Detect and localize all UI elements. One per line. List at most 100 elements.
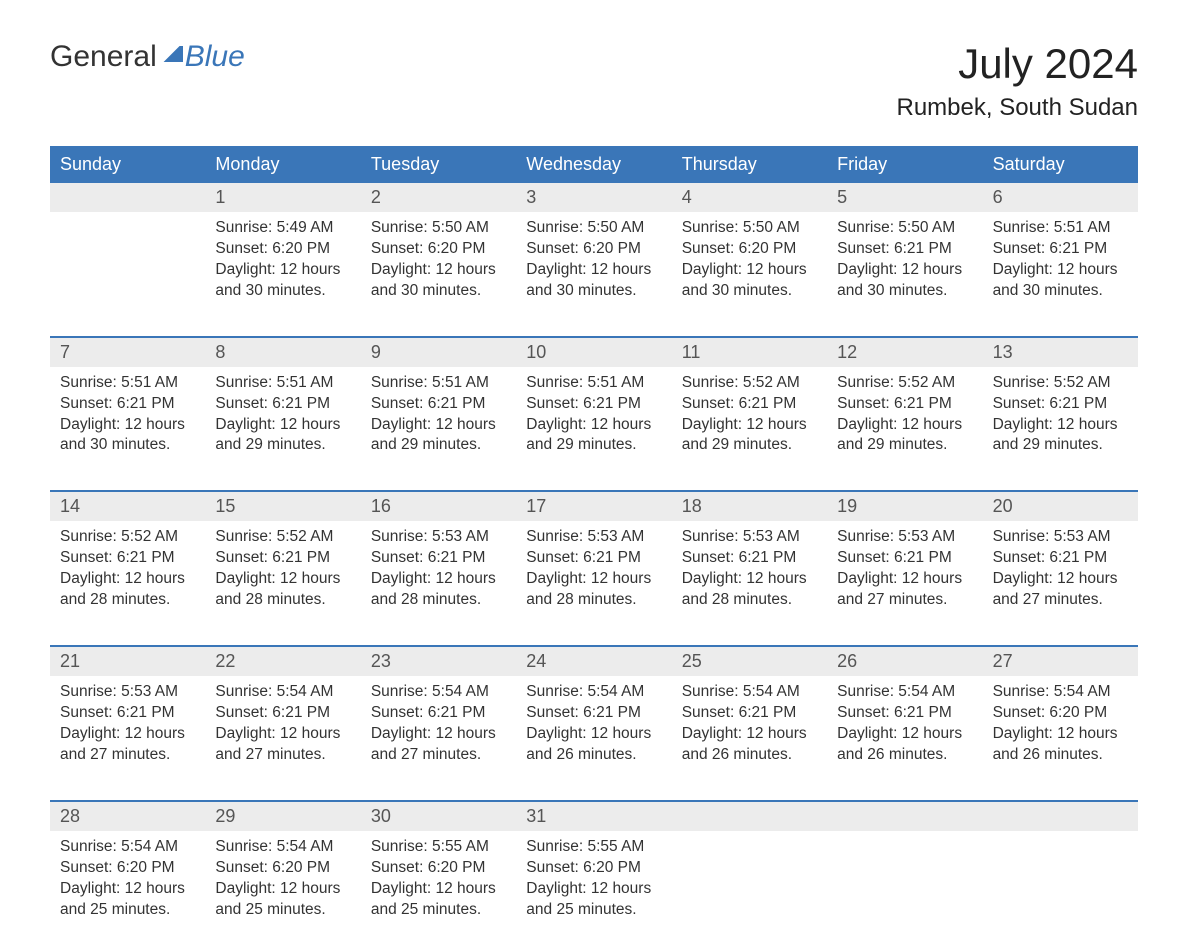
- sunset-text: Sunset: 6:21 PM: [993, 394, 1128, 415]
- day-cell: Sunrise: 5:54 AMSunset: 6:21 PMDaylight:…: [205, 676, 360, 780]
- day-cell: Sunrise: 5:50 AMSunset: 6:20 PMDaylight:…: [672, 212, 827, 316]
- daylight-text-2: and 29 minutes.: [682, 435, 817, 456]
- day-number: 25: [672, 647, 827, 676]
- daylight-text-1: Daylight: 12 hours: [993, 260, 1128, 281]
- day-cell: Sunrise: 5:52 AMSunset: 6:21 PMDaylight:…: [672, 367, 827, 471]
- daylight-text-1: Daylight: 12 hours: [526, 724, 661, 745]
- sunrise-text: Sunrise: 5:53 AM: [371, 527, 506, 548]
- weekday-header: Monday: [205, 146, 360, 183]
- day-number: 5: [827, 183, 982, 212]
- daylight-text-1: Daylight: 12 hours: [682, 260, 817, 281]
- daylight-text-1: Daylight: 12 hours: [993, 569, 1128, 590]
- daylight-text-1: Daylight: 12 hours: [215, 415, 350, 436]
- daylight-text-1: Daylight: 12 hours: [526, 260, 661, 281]
- day-cell: Sunrise: 5:51 AMSunset: 6:21 PMDaylight:…: [516, 367, 671, 471]
- brand-flag-icon: [161, 46, 183, 62]
- day-cell: Sunrise: 5:52 AMSunset: 6:21 PMDaylight:…: [983, 367, 1138, 471]
- day-cell: Sunrise: 5:50 AMSunset: 6:20 PMDaylight:…: [361, 212, 516, 316]
- daylight-text-2: and 28 minutes.: [682, 590, 817, 611]
- daylight-text-2: and 25 minutes.: [60, 900, 195, 921]
- day-cell: Sunrise: 5:52 AMSunset: 6:21 PMDaylight:…: [50, 521, 205, 625]
- day-cell: Sunrise: 5:53 AMSunset: 6:21 PMDaylight:…: [516, 521, 671, 625]
- calendar: Sunday Monday Tuesday Wednesday Thursday…: [50, 146, 1138, 934]
- daylight-text-2: and 26 minutes.: [526, 745, 661, 766]
- daylight-text-1: Daylight: 12 hours: [526, 879, 661, 900]
- month-title: July 2024: [897, 40, 1139, 88]
- sunrise-text: Sunrise: 5:53 AM: [60, 682, 195, 703]
- daylight-text-1: Daylight: 12 hours: [371, 415, 506, 436]
- daylight-text-1: Daylight: 12 hours: [60, 415, 195, 436]
- day-number: 18: [672, 492, 827, 521]
- calendar-week: 123456Sunrise: 5:49 AMSunset: 6:20 PMDay…: [50, 183, 1138, 316]
- day-cell: Sunrise: 5:54 AMSunset: 6:21 PMDaylight:…: [516, 676, 671, 780]
- sunset-text: Sunset: 6:21 PM: [215, 394, 350, 415]
- weekday-header-row: Sunday Monday Tuesday Wednesday Thursday…: [50, 146, 1138, 183]
- weekday-header: Wednesday: [516, 146, 671, 183]
- header: General Blue July 2024 Rumbek, South Sud…: [50, 40, 1138, 122]
- day-cell: Sunrise: 5:50 AMSunset: 6:21 PMDaylight:…: [827, 212, 982, 316]
- sunset-text: Sunset: 6:21 PM: [215, 548, 350, 569]
- location-label: Rumbek, South Sudan: [897, 94, 1139, 122]
- sunrise-text: Sunrise: 5:51 AM: [526, 373, 661, 394]
- day-number: 4: [672, 183, 827, 212]
- sunrise-text: Sunrise: 5:53 AM: [526, 527, 661, 548]
- daylight-text-2: and 27 minutes.: [60, 745, 195, 766]
- day-number: [983, 802, 1138, 831]
- sunrise-text: Sunrise: 5:50 AM: [837, 218, 972, 239]
- sunrise-text: Sunrise: 5:55 AM: [526, 837, 661, 858]
- sunset-text: Sunset: 6:21 PM: [526, 703, 661, 724]
- sunrise-text: Sunrise: 5:51 AM: [215, 373, 350, 394]
- day-number: 16: [361, 492, 516, 521]
- sunrise-text: Sunrise: 5:53 AM: [837, 527, 972, 548]
- daylight-text-2: and 30 minutes.: [682, 281, 817, 302]
- sunrise-text: Sunrise: 5:54 AM: [215, 837, 350, 858]
- day-number: 26: [827, 647, 982, 676]
- day-number: 21: [50, 647, 205, 676]
- daylight-text-2: and 25 minutes.: [526, 900, 661, 921]
- calendar-week: 28293031Sunrise: 5:54 AMSunset: 6:20 PMD…: [50, 800, 1138, 934]
- day-cell: Sunrise: 5:52 AMSunset: 6:21 PMDaylight:…: [827, 367, 982, 471]
- daylight-text-2: and 30 minutes.: [60, 435, 195, 456]
- day-number: 24: [516, 647, 671, 676]
- sunrise-text: Sunrise: 5:54 AM: [60, 837, 195, 858]
- day-number: [672, 802, 827, 831]
- day-number: 20: [983, 492, 1138, 521]
- daylight-text-1: Daylight: 12 hours: [837, 724, 972, 745]
- weekday-header: Saturday: [983, 146, 1138, 183]
- sunset-text: Sunset: 6:21 PM: [526, 394, 661, 415]
- day-number: 11: [672, 338, 827, 367]
- day-number: 10: [516, 338, 671, 367]
- day-number: 2: [361, 183, 516, 212]
- day-number: 31: [516, 802, 671, 831]
- sunset-text: Sunset: 6:20 PM: [371, 239, 506, 260]
- daylight-text-2: and 27 minutes.: [837, 590, 972, 611]
- sunrise-text: Sunrise: 5:54 AM: [682, 682, 817, 703]
- sunrise-text: Sunrise: 5:53 AM: [682, 527, 817, 548]
- day-cell: Sunrise: 5:53 AMSunset: 6:21 PMDaylight:…: [361, 521, 516, 625]
- daylight-text-1: Daylight: 12 hours: [371, 260, 506, 281]
- day-number: 13: [983, 338, 1138, 367]
- daylight-text-1: Daylight: 12 hours: [526, 569, 661, 590]
- sunrise-text: Sunrise: 5:52 AM: [682, 373, 817, 394]
- daylight-text-2: and 30 minutes.: [526, 281, 661, 302]
- calendar-week: 14151617181920Sunrise: 5:52 AMSunset: 6:…: [50, 490, 1138, 625]
- day-cell: Sunrise: 5:49 AMSunset: 6:20 PMDaylight:…: [205, 212, 360, 316]
- day-cell: Sunrise: 5:52 AMSunset: 6:21 PMDaylight:…: [205, 521, 360, 625]
- sunrise-text: Sunrise: 5:51 AM: [371, 373, 506, 394]
- daylight-text-2: and 28 minutes.: [371, 590, 506, 611]
- day-cell: Sunrise: 5:53 AMSunset: 6:21 PMDaylight:…: [983, 521, 1138, 625]
- daylight-text-1: Daylight: 12 hours: [837, 260, 972, 281]
- daylight-text-2: and 27 minutes.: [993, 590, 1128, 611]
- day-number: 22: [205, 647, 360, 676]
- weekday-header: Sunday: [50, 146, 205, 183]
- sunset-text: Sunset: 6:20 PM: [682, 239, 817, 260]
- daylight-text-1: Daylight: 12 hours: [215, 569, 350, 590]
- daylight-text-2: and 29 minutes.: [215, 435, 350, 456]
- daylight-text-1: Daylight: 12 hours: [526, 415, 661, 436]
- daylight-text-2: and 29 minutes.: [526, 435, 661, 456]
- sunrise-text: Sunrise: 5:51 AM: [993, 218, 1128, 239]
- daylight-text-1: Daylight: 12 hours: [371, 879, 506, 900]
- day-number: 12: [827, 338, 982, 367]
- daylight-text-1: Daylight: 12 hours: [215, 724, 350, 745]
- daylight-text-2: and 30 minutes.: [215, 281, 350, 302]
